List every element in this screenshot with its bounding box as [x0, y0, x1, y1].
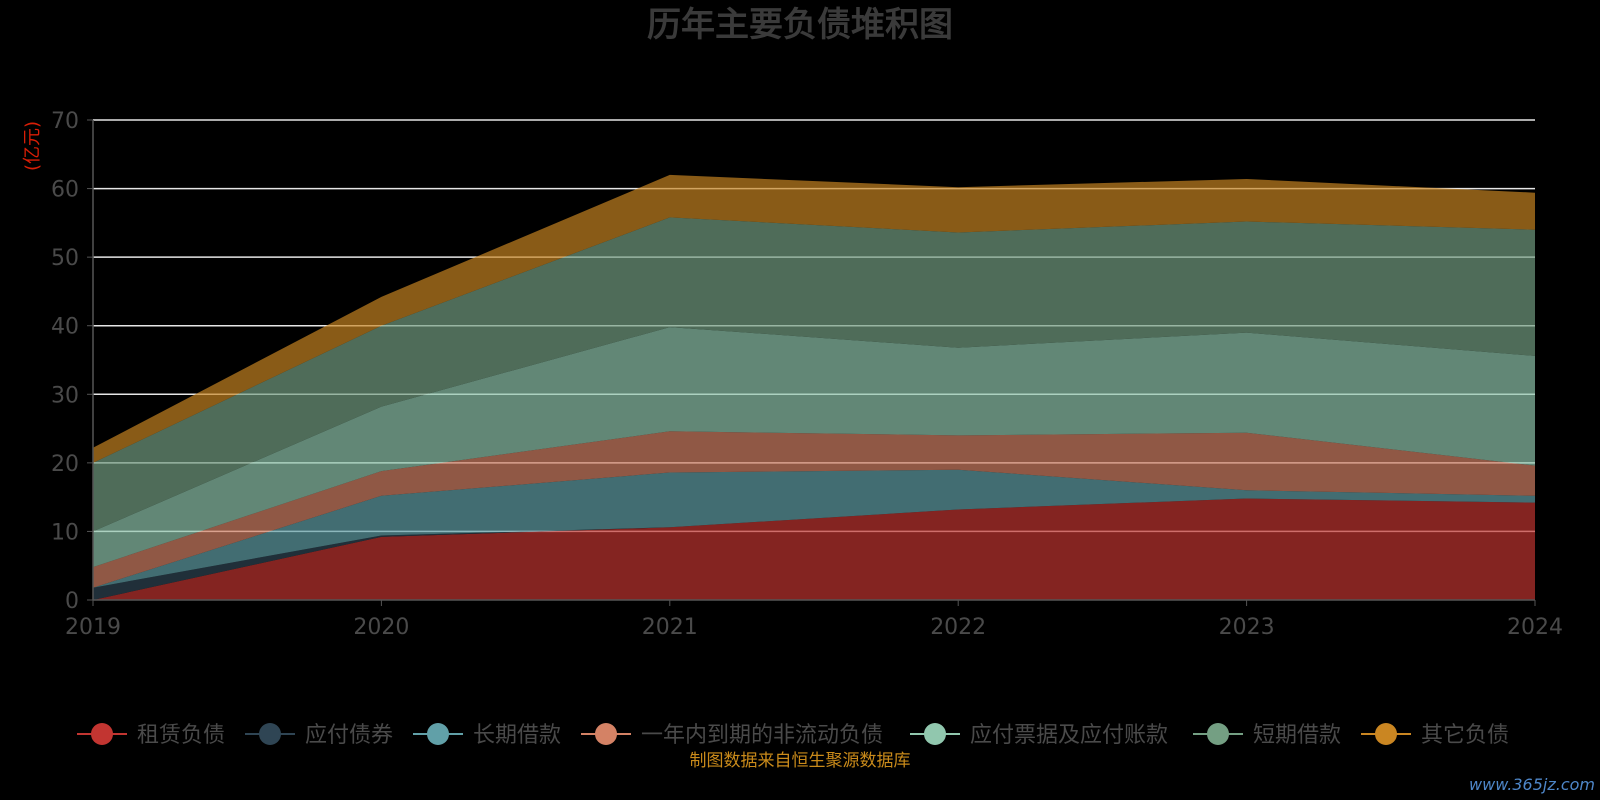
- area-series-3: [93, 469, 1535, 588]
- area-series-1: [93, 498, 1535, 600]
- legend-dot-icon: [924, 723, 946, 745]
- legend-label: 长期借款: [473, 723, 561, 748]
- x-tick-label: 2019: [65, 615, 121, 640]
- legend-item-2[interactable]: 应付债券: [245, 723, 393, 748]
- area-series-7: [93, 174, 1535, 463]
- x-tick-label: 2024: [1507, 615, 1563, 640]
- x-tick-label: 2021: [642, 615, 698, 640]
- area-series: [93, 174, 1535, 600]
- y-tick-label: 50: [51, 246, 79, 271]
- legend-label: 一年内到期的非流动负债: [641, 723, 883, 748]
- y-tick-label: 60: [51, 178, 79, 203]
- legend-label: 租赁负债: [137, 723, 225, 748]
- x-tick-label: 2022: [930, 615, 986, 640]
- data-source-note: 制图数据来自恒生聚源数据库: [690, 751, 911, 771]
- legend[interactable]: 租赁负债 应付债券 长期借款 一年内到期的非流动负债 应付票据及应付账款 短期借款 其它负债: [77, 723, 1509, 748]
- legend-item-7[interactable]: 其它负债: [1361, 723, 1509, 748]
- y-tick-label: 10: [51, 520, 79, 545]
- area-series-6: [93, 217, 1535, 532]
- legend-dot-icon: [427, 723, 449, 745]
- legend-dot-icon: [1375, 723, 1397, 745]
- legend-label: 其它负债: [1421, 723, 1509, 748]
- area-series-4: [93, 431, 1535, 588]
- y-axis-unit: (亿元): [22, 121, 43, 171]
- legend-item-5[interactable]: 应付票据及应付账款: [910, 723, 1168, 748]
- legend-label: 应付债券: [305, 723, 393, 748]
- legend-item-1[interactable]: 租赁负债: [77, 723, 225, 748]
- watermark: www.365jz.com: [1469, 775, 1595, 794]
- y-tick-label: 30: [51, 383, 79, 408]
- axes: 0 10 20 30 40 50 60 70 2019 2020 2021 2022 2023 2024: [51, 109, 1563, 640]
- legend-dot-icon: [595, 723, 617, 745]
- legend-item-6[interactable]: 短期借款: [1193, 723, 1341, 748]
- legend-label: 短期借款: [1253, 723, 1341, 748]
- legend-item-3[interactable]: 长期借款: [413, 723, 561, 748]
- y-tick-label: 20: [51, 452, 79, 477]
- area-series-5: [93, 327, 1535, 568]
- y-tick-label: 40: [51, 315, 79, 340]
- legend-dot-icon: [1207, 723, 1229, 745]
- y-tick-label: 0: [65, 589, 79, 614]
- x-tick-label: 2023: [1219, 615, 1275, 640]
- chart-title: 历年主要负债堆积图: [647, 5, 953, 45]
- legend-dot-icon: [259, 723, 281, 745]
- y-tick-label: 70: [51, 109, 79, 134]
- legend-label: 应付票据及应付账款: [970, 723, 1168, 748]
- legend-dot-icon: [91, 723, 113, 745]
- x-tick-label: 2020: [353, 615, 409, 640]
- legend-item-4[interactable]: 一年内到期的非流动负债: [581, 723, 883, 748]
